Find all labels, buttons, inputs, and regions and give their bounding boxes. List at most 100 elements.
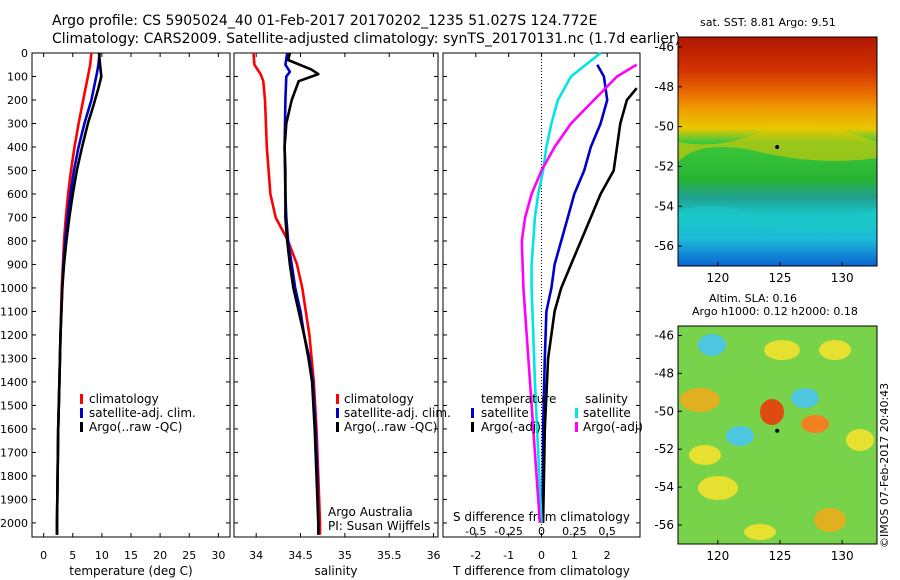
salinity-legend: climatology satellite-adj. clim. Argo(..… xyxy=(328,392,451,533)
legend-temperature-title: temperature xyxy=(481,392,556,406)
x-tick-label: 1 xyxy=(571,549,578,562)
legend-climatology-label: climatology xyxy=(89,392,159,406)
legend-argo-label: Argo(..raw -QC) xyxy=(344,420,437,434)
top-tick-label: -0.5 xyxy=(465,525,486,538)
legend-climatology-label: climatology xyxy=(344,392,414,406)
legend-argo-swatch xyxy=(336,422,339,432)
sla-title-line-1: Altim. SLA: 0.16 xyxy=(709,292,797,305)
sla-blob xyxy=(760,399,784,425)
top-tick-label: -0.25 xyxy=(494,525,522,538)
x-tick-label: 2 xyxy=(604,549,611,562)
x-tick-label: 0 xyxy=(40,549,47,562)
y-tick-label: 400 xyxy=(7,141,28,154)
header-line-2: Climatology: CARS2009. Satellite-adjuste… xyxy=(52,31,680,47)
sla-blob xyxy=(698,476,738,500)
y-tick-label: 700 xyxy=(7,211,28,224)
x-tick-label: 5 xyxy=(69,549,76,562)
y-tick-label: 2000 xyxy=(0,517,28,530)
map-y-tick-label: -52 xyxy=(654,159,674,173)
sla-blob xyxy=(801,415,829,433)
sst-map xyxy=(677,36,878,267)
sla-heatmap xyxy=(678,326,877,544)
x-axis-label: salinity xyxy=(314,564,357,578)
map-y-tick-label: -46 xyxy=(654,328,674,342)
series-line-argo-raw-qc- xyxy=(283,52,320,535)
sst-cold-band xyxy=(678,206,877,233)
x-tick-label: 34.5 xyxy=(288,549,313,562)
sla-blob xyxy=(689,445,721,465)
x-tick-label: 0 xyxy=(538,549,545,562)
legend-climatology-swatch xyxy=(336,394,339,404)
sla-blob xyxy=(680,388,720,412)
y-tick-label: 800 xyxy=(7,235,28,248)
sla-blob xyxy=(744,524,776,540)
legend-temp-argo-swatch xyxy=(471,422,474,432)
y-tick-label: 1900 xyxy=(0,493,28,506)
map-y-tick-label: -54 xyxy=(654,199,674,213)
top-tick-label: 0 xyxy=(538,525,545,538)
sla-frame xyxy=(677,325,878,545)
sla-blob xyxy=(846,429,874,451)
map-x-tick-label: 120 xyxy=(706,549,729,563)
x-tick-label: 10 xyxy=(95,549,109,562)
y-tick-label: 500 xyxy=(7,164,28,177)
y-tick-label: 0 xyxy=(21,47,28,60)
x-tick-label: -1 xyxy=(503,549,514,562)
legend-sal-satellite-label: satellite xyxy=(583,406,631,420)
sst-axes: 120 125 130 -46 -48 -50 -52 -54 -56 xyxy=(654,40,853,285)
map-x-tick-label: 125 xyxy=(769,549,792,563)
series-line-argo-adj- xyxy=(541,87,638,523)
x-tick-label: 35.5 xyxy=(377,549,402,562)
x-tick-label: 30 xyxy=(211,549,225,562)
legend-sal-argo-swatch xyxy=(575,422,578,432)
legend-argo-swatch xyxy=(80,422,83,432)
sla-blob xyxy=(698,334,726,356)
x-tick-label: 34 xyxy=(249,549,263,562)
sla-blob xyxy=(819,340,851,360)
argo-australia-label: Argo Australia xyxy=(328,505,413,519)
sst-front-band xyxy=(678,124,877,162)
map-x-tick-label: 130 xyxy=(831,271,854,285)
top-tick-label: 0.25 xyxy=(562,525,587,538)
temperature-panel: 0100200300400500600700800900100011001200… xyxy=(0,47,231,578)
y-tick-label: 100 xyxy=(7,70,28,83)
y-tick-label: 1700 xyxy=(0,446,28,459)
sla-map xyxy=(677,325,878,545)
sst-frame xyxy=(677,36,878,267)
y-tick-label: 1000 xyxy=(0,282,28,295)
sst-title: sat. SST: 8.81 Argo: 9.51 xyxy=(700,16,836,29)
difference-legend: temperature salinity satellite Argo(-adj… xyxy=(471,392,643,434)
map-y-tick-label: -48 xyxy=(654,80,674,94)
legend-satellite-swatch xyxy=(336,408,339,418)
x-axis-label: temperature (deg C) xyxy=(69,564,192,578)
legend-sal-satellite-swatch xyxy=(575,408,578,418)
argo-position-marker xyxy=(775,145,780,150)
map-y-tick-label: -56 xyxy=(654,239,674,253)
sla-blob xyxy=(726,426,754,446)
x-tick-label: 35 xyxy=(338,549,352,562)
legend-temp-satellite-label: satellite xyxy=(481,406,529,420)
salinity-panel: 34 34.5 35 35.5 36 salinity xyxy=(233,52,441,578)
map-y-tick-label: -56 xyxy=(654,518,674,532)
credit-label: ©IMOS 07-Feb-2017 20:40:43 xyxy=(878,383,891,548)
map-y-tick-label: -52 xyxy=(654,442,674,456)
legend-satellite-label: satellite-adj. clim. xyxy=(344,406,451,420)
map-x-tick-label: 120 xyxy=(706,271,729,285)
x-tick-label: 20 xyxy=(153,549,167,562)
map-x-tick-label: 125 xyxy=(769,271,792,285)
legend-temp-satellite-swatch xyxy=(471,408,474,418)
map-y-tick-label: -48 xyxy=(654,366,674,380)
sla-blob xyxy=(814,508,846,532)
series-line-argo-adj- xyxy=(520,63,638,523)
x-tick-label: 15 xyxy=(124,549,138,562)
y-tick-label: 200 xyxy=(7,94,28,107)
top-tick-label: 0.5 xyxy=(598,525,616,538)
sla-blob xyxy=(791,388,819,408)
y-tick-label: 1400 xyxy=(0,376,28,389)
y-tick-label: 900 xyxy=(7,258,28,271)
y-tick-label: 1100 xyxy=(0,305,28,318)
y-tick-label: 1300 xyxy=(0,352,28,365)
map-y-tick-label: -46 xyxy=(654,40,674,54)
sla-title-line-2: Argo h1000: 0.12 h2000: 0.18 xyxy=(692,305,858,318)
legend-sal-argo-label: Argo(-adj) xyxy=(583,420,643,434)
